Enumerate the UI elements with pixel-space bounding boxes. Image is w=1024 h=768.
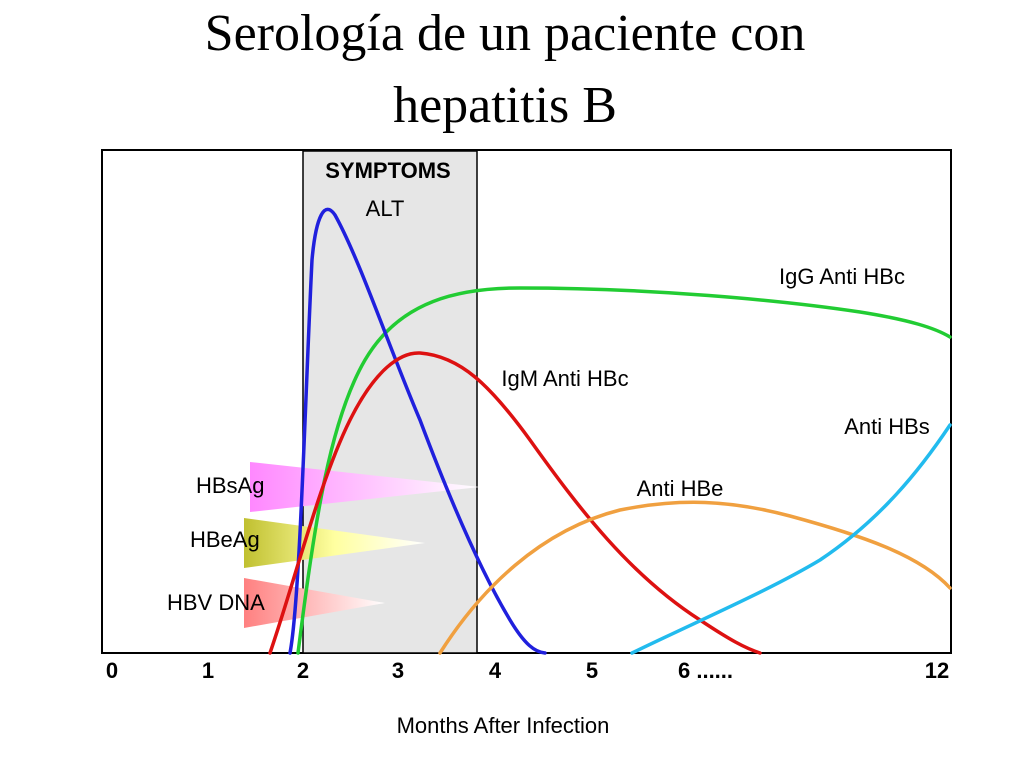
igg-curve [296, 286, 952, 655]
curve-label: ALT [366, 196, 405, 221]
hbeag-wedge [244, 518, 425, 568]
hbv-dna-wedge [244, 578, 385, 628]
title-line: Serología de un paciente con [205, 5, 806, 62]
curve-label: Anti HBs [844, 414, 930, 439]
plot-frame [101, 149, 952, 654]
curve-label: IgM Anti HBc [501, 366, 628, 391]
symptoms-band [302, 150, 478, 654]
x-tick-label: 2 [297, 658, 309, 683]
alt-curve [288, 207, 547, 655]
marker-label: HBsAg [196, 473, 264, 498]
anti-hbe-curve [438, 500, 952, 655]
igm-curve [268, 351, 762, 655]
marker-label: HBeAg [190, 527, 260, 552]
marker-label: HBV DNA [167, 590, 265, 615]
x-tick-label: 3 [392, 658, 404, 683]
curve-label: IgG Anti HBc [779, 264, 905, 289]
anti-hbs-curve [630, 423, 952, 655]
x-ticks: 0 1 2 3 4 5 6 ...... 12 [106, 658, 949, 683]
x-tick-label: 5 [586, 658, 598, 683]
hbsag-wedge [250, 462, 480, 512]
x-tick-label: 1 [202, 658, 214, 683]
x-axis-label: Months After Infection [397, 713, 610, 738]
curve-label: Anti HBe [637, 476, 724, 501]
x-tick-label: 4 [489, 658, 502, 683]
period-label: SYMPTOMS [325, 158, 451, 183]
x-tick-label: 6 ...... [678, 658, 733, 683]
x-tick-label: 0 [106, 658, 118, 683]
x-tick-label: 12 [925, 658, 949, 683]
title-line: hepatitis B [393, 77, 617, 134]
